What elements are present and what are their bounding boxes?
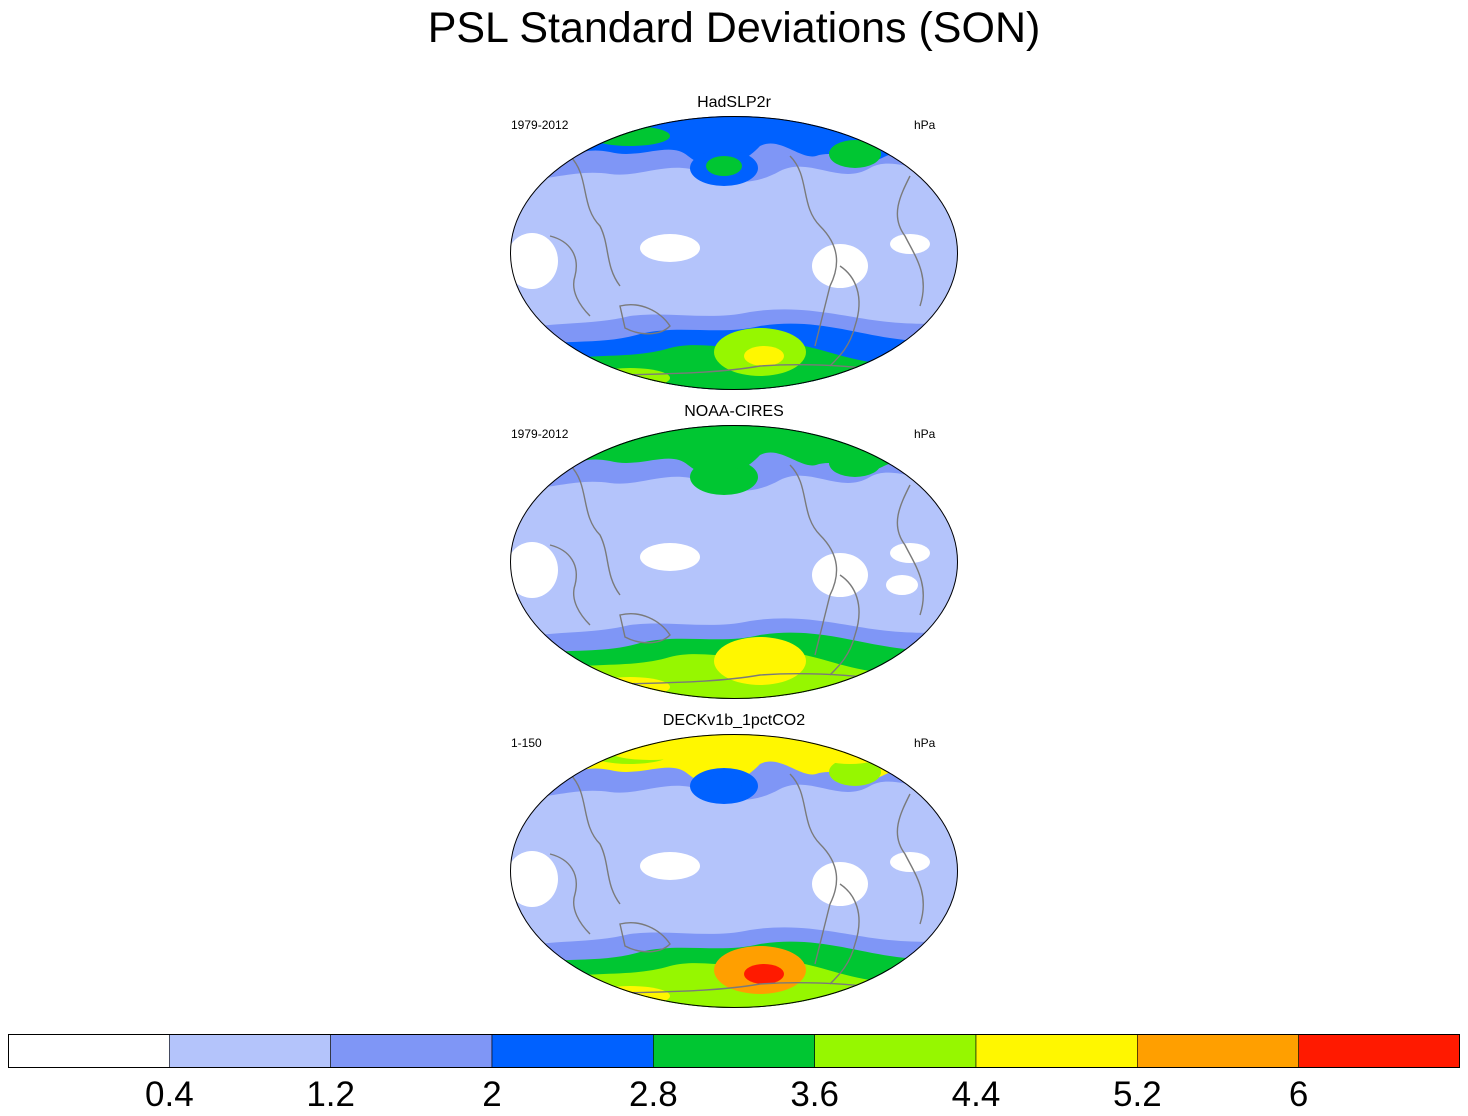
panel-units: hPa: [914, 427, 936, 441]
coastline: [619, 922, 671, 953]
aleutian-core: [706, 774, 742, 794]
colorbar-segment: [814, 1033, 977, 1069]
map-plot: [510, 116, 958, 390]
coastline: [619, 613, 671, 644]
panel-title: HadSLP2r: [697, 94, 771, 111]
coastline: [569, 464, 621, 596]
coastline: [549, 853, 591, 935]
tropical-pacific-patch: [640, 852, 700, 880]
icelandic-low: [829, 758, 881, 786]
map-plot: [510, 734, 958, 1008]
coastline: [549, 544, 591, 626]
map-frame: [510, 425, 958, 699]
indian-ocean-patch: [510, 851, 558, 907]
colorbar-label: 4.4: [951, 1075, 1001, 1114]
antarctic-coast: [590, 677, 670, 697]
coastline: [896, 175, 924, 307]
atlantic-patch: [890, 234, 930, 254]
coastline: [789, 155, 838, 347]
colorbar-label: 1.2: [306, 1075, 355, 1114]
atlantic-patch: [890, 852, 930, 872]
panel-period: 1979-2012: [511, 427, 569, 441]
colorbar-segment: [653, 1033, 815, 1069]
icelandic-low: [829, 449, 881, 477]
atlantic-high-variance: [820, 748, 880, 764]
tropical-pacific-patch: [640, 234, 700, 262]
coastline: [896, 484, 924, 616]
coastline: [789, 773, 838, 965]
coastline: [569, 155, 621, 287]
panel-period: 1979-2012: [511, 118, 569, 132]
colorbar-segment: [1137, 1033, 1299, 1069]
aleutian-core: [706, 156, 742, 176]
amundsen-sea-peak: [757, 971, 771, 979]
south-atlantic-patch: [886, 575, 918, 595]
indian-ocean-patch: [510, 233, 558, 289]
map-panel: NOAA-CIRES 1979-2012 hPa: [500, 403, 968, 703]
arctic-high-variance: [610, 744, 690, 760]
colorbar-label: 2.8: [629, 1075, 678, 1114]
colorbar-label: 5.2: [1113, 1075, 1162, 1114]
coastline: [789, 464, 838, 656]
coastline: [829, 265, 860, 367]
colorbar-label: 6: [1288, 1075, 1309, 1114]
coastline: [569, 773, 621, 905]
coastline: [549, 235, 591, 317]
coastline: [619, 304, 671, 335]
indian-ocean-patch: [510, 542, 558, 598]
icelandic-low: [829, 140, 881, 168]
colorbar-segment: [975, 1033, 1138, 1069]
antarctic-coast: [590, 368, 670, 388]
colorbar-label: 3.6: [790, 1075, 839, 1114]
panel-title: DECKv1b_1pctCO2: [662, 712, 806, 729]
panel-period: 1-150: [511, 736, 542, 750]
colorbar-segment: [330, 1033, 493, 1069]
colorbar-segment: [1298, 1033, 1461, 1069]
colorbar-label: 0.4: [145, 1075, 194, 1114]
aleutian-core: [706, 465, 742, 485]
colorbar: [7, 1033, 1461, 1069]
amundsen-sea-core: [744, 346, 784, 366]
map-plot: [510, 425, 958, 699]
map-panel: HadSLP2r 1979-2012 hPa: [500, 94, 968, 394]
coastline: [829, 883, 860, 985]
main-title: PSL Standard Deviations (SON): [427, 4, 1041, 52]
map-frame: [510, 116, 958, 390]
coastline: [896, 793, 924, 925]
colorbar-segment: [491, 1033, 654, 1069]
colorbar-segment: [7, 1033, 170, 1069]
panel-units: hPa: [914, 118, 936, 132]
atlantic-patch: [890, 543, 930, 563]
panel-units: hPa: [914, 736, 936, 750]
antarctic-coast: [590, 986, 670, 1006]
coastline: [829, 574, 860, 676]
amundsen-sea-core: [744, 655, 784, 675]
colorbar-frame: [8, 1034, 1460, 1068]
colorbar-label: 2: [482, 1075, 502, 1114]
map-panel: DECKv1b_1pctCO2 1-150 hPa: [500, 712, 968, 1012]
colorbar-segment: [169, 1033, 331, 1069]
map-frame: [510, 734, 958, 1008]
tropical-pacific-patch: [640, 543, 700, 571]
panel-title: NOAA-CIRES: [684, 403, 784, 420]
